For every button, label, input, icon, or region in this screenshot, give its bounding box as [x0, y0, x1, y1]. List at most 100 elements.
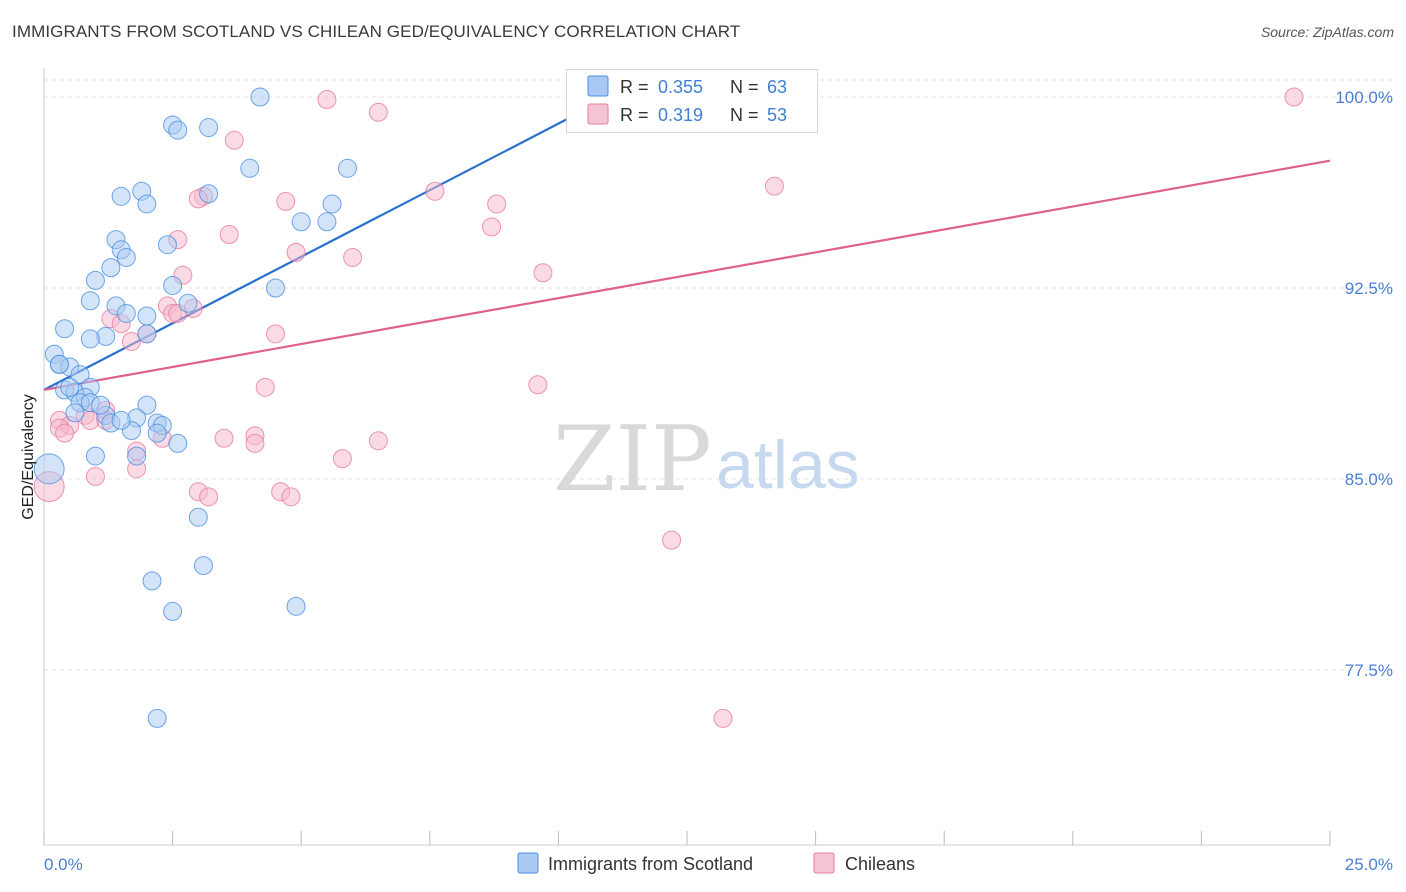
point-chileans — [533, 263, 553, 283]
y-tick-label: 77.5% — [1345, 661, 1393, 680]
stats-legend: R = 0.355 N = 63 R = 0.319 N = 53 — [566, 69, 818, 133]
point-scotland — [111, 410, 131, 430]
point-chileans — [343, 247, 363, 267]
x-tick-label-max: 25.0% — [1345, 855, 1393, 874]
point-chileans — [286, 242, 306, 262]
legend-swatch-chileans — [813, 852, 835, 874]
point-scotland — [55, 319, 75, 339]
stats-n-label-scotland: N = — [730, 77, 759, 97]
chart-title: IMMIGRANTS FROM SCOTLAND VS CHILEAN GED/… — [12, 22, 741, 41]
point-scotland — [337, 158, 357, 178]
stats-r-value-chileans: 0.319 — [658, 105, 703, 125]
point-scotland — [199, 118, 219, 138]
stats-swatch-scotland — [587, 75, 609, 97]
point-chileans — [85, 466, 105, 486]
legend-swatch-scotland — [517, 852, 539, 874]
y-axis-label: GED/Equivalency — [20, 394, 37, 519]
point-scotland — [188, 507, 208, 527]
chart-source: Source: ZipAtlas.com — [1260, 24, 1394, 40]
point-chileans — [276, 191, 296, 211]
watermark-zip: ZIP — [553, 407, 712, 512]
stats-swatch-chileans — [587, 103, 609, 125]
point-chileans — [425, 181, 445, 201]
point-scotland — [142, 571, 162, 591]
point-chileans — [281, 487, 301, 507]
point-scotland — [101, 258, 121, 278]
point-chileans — [224, 130, 244, 150]
point-chileans — [482, 217, 502, 237]
point-chileans — [487, 194, 507, 214]
point-scotland — [70, 365, 90, 385]
stats-n-label-chileans: N = — [730, 105, 759, 125]
y-tick-label: 85.0% — [1345, 470, 1393, 489]
y-tick-labels: 77.5% 85.0% 92.5% 100.0% — [1335, 88, 1393, 680]
point-scotland — [286, 596, 306, 616]
point-chileans — [1284, 87, 1304, 107]
point-chileans — [255, 377, 275, 397]
point-chileans — [265, 324, 285, 344]
point-scotland — [322, 194, 342, 214]
point-scotland — [137, 395, 157, 415]
point-chileans — [55, 423, 75, 443]
point-scotland — [111, 186, 131, 206]
point-chileans — [317, 90, 337, 110]
stats-r-value-scotland: 0.355 — [658, 77, 703, 97]
point-scotland — [65, 403, 85, 423]
point-chileans — [368, 102, 388, 122]
point-scotland — [163, 275, 183, 295]
point-scotland — [147, 423, 167, 443]
point-scotland — [49, 354, 69, 374]
point-chileans — [662, 530, 682, 550]
point-scotland — [80, 291, 100, 311]
point-scotland — [163, 601, 183, 621]
point-scotland — [60, 377, 80, 397]
trend-line-chileans — [43, 159, 1331, 391]
point-chileans — [199, 487, 219, 507]
stats-r-label-scotland: R = — [620, 77, 649, 97]
watermark: ZIP atlas — [553, 407, 860, 512]
point-scotland — [157, 235, 177, 255]
x-tick-label-min: 0.0% — [44, 855, 83, 874]
data-points — [33, 87, 1304, 728]
point-chileans — [764, 176, 784, 196]
point-chileans — [245, 433, 265, 453]
point-scotland — [91, 395, 111, 415]
point-scotland — [250, 87, 270, 107]
stats-n-value-chileans: 53 — [767, 105, 787, 125]
point-scotland — [317, 212, 337, 232]
stats-n-value-scotland: 63 — [767, 77, 787, 97]
point-scotland — [127, 446, 147, 466]
point-scotland — [116, 303, 136, 323]
point-scotland — [137, 306, 157, 326]
point-scotland — [178, 293, 198, 313]
y-tick-label: 92.5% — [1345, 279, 1393, 298]
legend-label-scotland: Immigrants from Scotland — [548, 854, 753, 874]
point-chileans — [528, 375, 548, 395]
stats-r-label-chileans: R = — [620, 105, 649, 125]
watermark-atlas: atlas — [716, 427, 860, 503]
legend-label-chileans: Chileans — [845, 854, 915, 874]
point-scotland — [85, 446, 105, 466]
point-scotland — [147, 708, 167, 728]
point-chileans — [368, 431, 388, 451]
y-tick-label: 100.0% — [1335, 88, 1393, 107]
point-scotland — [265, 278, 285, 298]
point-scotland — [137, 324, 157, 344]
point-scotland — [168, 120, 188, 140]
point-scotland — [291, 212, 311, 232]
point-chileans — [219, 225, 239, 245]
point-scotland — [168, 433, 188, 453]
point-scotland — [80, 329, 100, 349]
point-scotland — [116, 247, 136, 267]
x-ticks — [43, 831, 1331, 845]
point-scotland — [199, 184, 219, 204]
point-scotland — [193, 556, 213, 576]
point-chileans — [121, 331, 141, 351]
point-chileans — [713, 708, 733, 728]
point-chileans — [214, 428, 234, 448]
point-scotland — [240, 158, 260, 178]
point-chileans — [332, 449, 352, 469]
point-scotland — [137, 194, 157, 214]
point-scotland — [33, 453, 65, 485]
